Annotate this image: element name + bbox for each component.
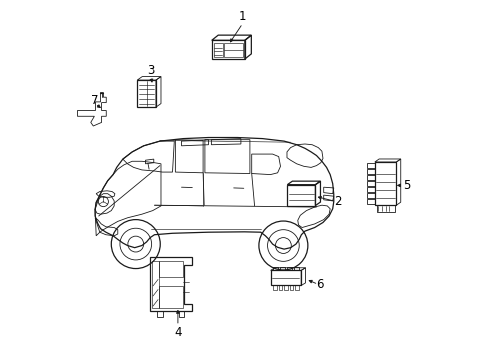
Text: 5: 5	[402, 179, 409, 192]
Text: 2: 2	[334, 195, 341, 208]
Text: 1: 1	[239, 10, 246, 23]
Text: 7: 7	[91, 94, 99, 107]
Text: 4: 4	[174, 327, 181, 339]
Text: 3: 3	[147, 64, 154, 77]
Text: 6: 6	[316, 278, 323, 291]
